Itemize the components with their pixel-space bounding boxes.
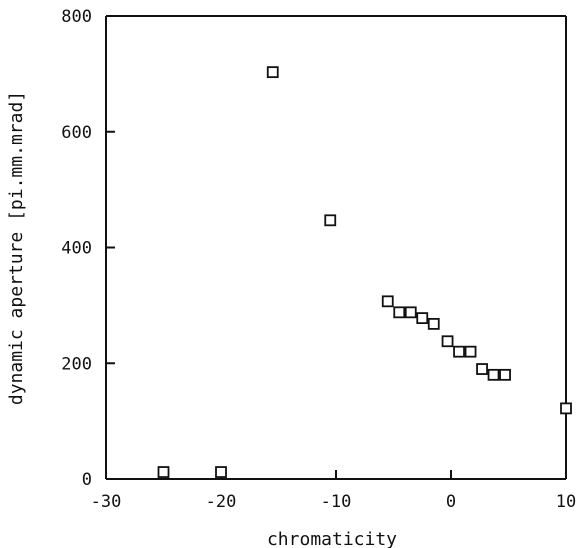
data-point — [266, 66, 279, 79]
data-point — [453, 345, 465, 358]
data-point — [487, 368, 500, 381]
data-point — [215, 466, 227, 478]
y-tick-label: 400 — [61, 239, 92, 259]
x-axis-ticks: -30 -20 -10 0 10 — [91, 470, 576, 512]
data-point — [476, 363, 488, 375]
y-tick-label: 200 — [61, 354, 92, 374]
data-point — [416, 312, 429, 325]
x-tick-label: 10 — [556, 492, 576, 512]
y-tick-label: 0 — [82, 470, 92, 490]
x-tick-label: -10 — [321, 492, 352, 512]
data-point — [393, 306, 406, 319]
data-point — [560, 402, 572, 415]
data-point — [427, 317, 440, 330]
y-axis-ticks: 0 200 400 600 800 — [61, 7, 115, 490]
x-tick-label: 0 — [446, 492, 456, 512]
y-axis-label: dynamic aperture [pi.mm.mrad] — [6, 91, 27, 405]
x-tick-label: -30 — [91, 492, 122, 512]
data-point — [404, 306, 417, 319]
data-point — [499, 368, 511, 381]
x-tick-label: -20 — [206, 492, 237, 512]
y-tick-label: 600 — [61, 123, 92, 143]
y-tick-label: 800 — [61, 7, 92, 27]
data-point — [381, 295, 394, 308]
data-point — [324, 214, 337, 227]
data-point — [464, 345, 477, 358]
x-axis-label: chromaticity — [267, 529, 397, 548]
plot-frame — [105, 15, 567, 480]
data-points — [157, 66, 572, 478]
data-point — [441, 335, 454, 348]
data-point — [157, 466, 170, 478]
